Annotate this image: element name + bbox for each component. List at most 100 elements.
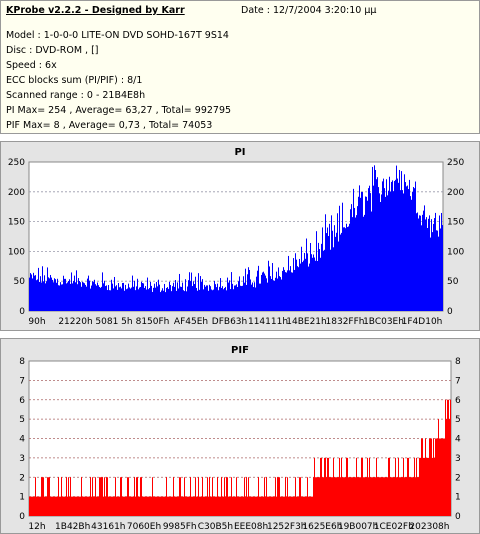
data-column [270,496,271,516]
data-column [150,281,151,311]
data-column [272,263,273,311]
data-column [367,457,368,516]
data-column [223,496,224,516]
data-column [315,477,316,516]
data-column [88,496,89,516]
data-column [36,280,37,311]
data-column [71,496,72,516]
data-column [195,477,196,516]
data-column [441,438,442,516]
data-column [326,477,327,516]
data-column [99,286,100,311]
data-column [419,457,420,516]
data-column [412,477,413,516]
data-column [365,196,366,311]
data-column [123,282,124,311]
data-column [150,496,151,516]
data-column [302,496,303,516]
data-column [79,496,80,516]
data-column [382,477,383,516]
data-column [147,496,148,516]
data-column [378,477,379,516]
data-column [316,477,317,516]
data-column [425,438,426,516]
data-column [132,275,133,311]
data-column [161,290,162,311]
data-column [63,275,64,311]
data-column [144,287,145,311]
data-column [390,191,391,311]
data-column [328,457,329,516]
data-column [207,477,208,516]
data-column [317,261,318,311]
data-column [445,399,446,516]
data-column [341,232,342,311]
data-column [418,218,419,311]
data-column [221,287,222,311]
data-column [424,457,425,516]
data-column [238,281,239,311]
data-column [373,185,374,311]
data-column [107,290,108,311]
y-tick-label-left: 200 [8,188,25,198]
data-column [264,273,265,311]
data-column [390,477,391,516]
data-column [152,477,153,516]
data-column [115,286,116,311]
data-column [204,284,205,311]
data-column [435,212,436,311]
data-column [222,286,223,311]
data-column [303,260,304,311]
data-column [194,496,195,516]
data-column [295,477,296,516]
data-column [225,496,226,516]
data-column [300,263,301,311]
data-column [211,289,212,311]
data-column [308,266,309,311]
data-column [291,496,292,516]
data-column [134,280,135,311]
data-column [181,286,182,311]
data-column [206,285,207,311]
data-column [155,496,156,516]
data-column [350,209,351,311]
data-column [274,496,275,516]
data-column [346,223,347,311]
data-column [229,496,230,516]
data-column [183,496,184,516]
data-column [441,212,442,311]
data-column [207,285,208,311]
data-column [269,266,270,311]
data-column [84,283,85,311]
data-column [354,207,355,311]
data-column [31,274,32,311]
data-column [334,477,335,516]
x-tick-label: 19B007h [338,522,379,532]
data-column [33,496,34,516]
data-column [394,181,395,311]
data-column [196,287,197,311]
y-tick-label-left: 6 [19,396,25,406]
data-column [130,288,131,311]
data-column [214,496,215,516]
series-pif [29,399,451,516]
data-column [57,496,58,516]
data-column [107,477,108,516]
data-column [353,188,354,311]
data-column [235,285,236,311]
data-column [72,283,73,311]
data-column [372,166,373,311]
data-column [77,496,78,516]
data-column [142,496,143,516]
x-tick-label: 7060Eh [127,522,161,532]
data-column [256,496,257,516]
data-column [252,496,253,516]
data-column [87,278,88,311]
data-column [369,185,370,311]
data-column [205,496,206,516]
data-column [211,496,212,516]
data-column [292,496,293,516]
data-column [262,496,263,516]
data-column [343,227,344,311]
data-column [37,279,38,311]
